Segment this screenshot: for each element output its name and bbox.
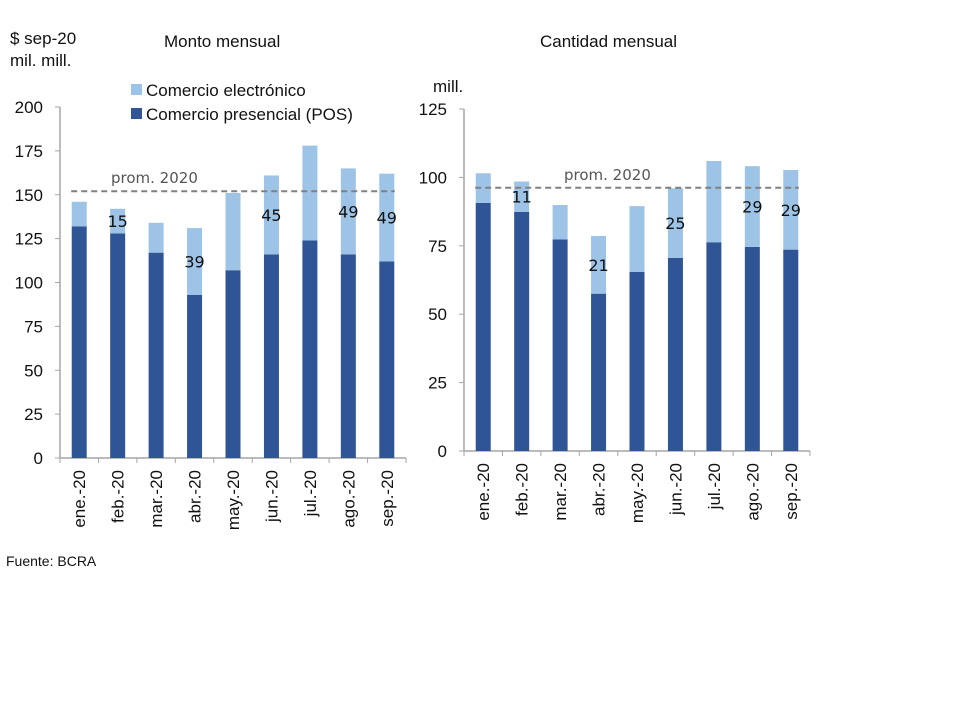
- bar-electronico: [629, 206, 645, 272]
- bar-presencial: [667, 257, 683, 451]
- bar-electronico: [514, 181, 530, 212]
- bar-presencial: [110, 233, 126, 458]
- x-tick-label: ago.-20: [339, 470, 358, 528]
- data-label: 29: [781, 201, 801, 220]
- bar-presencial: [340, 254, 356, 458]
- x-tick-label: ago.-20: [743, 463, 762, 521]
- left-chart-plot: 0 25 50 75 100 125 150 175 200 ene.-20 feb.-20 mar.…: [15, 98, 407, 530]
- right-unit-label: mill.: [433, 77, 463, 96]
- bar-electronico: [148, 222, 164, 253]
- bar-electronico: [71, 201, 87, 227]
- bar-electronico: [187, 228, 203, 295]
- right-chart-plot: 0 25 50 75 100 125 ene.-20 feb.-20 mar.-20 abr.-2…: [419, 100, 811, 523]
- bar-presencial: [263, 254, 279, 458]
- x-tick-label: jun.-20: [262, 470, 281, 523]
- x-tick-label: may.-20: [224, 470, 243, 530]
- y-tick-label: 125: [419, 100, 447, 119]
- x-tick-label: sep.-20: [782, 463, 801, 520]
- left-unit-label-1: $ sep-20: [10, 29, 76, 48]
- x-tick-label: sep.-20: [378, 470, 397, 527]
- y-tick-label: 125: [15, 230, 43, 249]
- bar-electronico: [744, 166, 760, 247]
- y-tick-label: 75: [428, 237, 447, 256]
- data-label: 49: [338, 202, 358, 221]
- legend-swatch-electronico: [131, 84, 142, 95]
- legend: Comercio electrónico Comercio presencial…: [131, 81, 353, 124]
- data-label: 49: [377, 209, 397, 228]
- bar-presencial: [225, 270, 241, 458]
- bar-electronico: [379, 173, 395, 262]
- x-tick-label: mar.-20: [551, 463, 570, 521]
- bar-electronico: [783, 170, 799, 250]
- x-tick-label: feb.-20: [513, 463, 532, 516]
- x-tick-label: abr.-20: [590, 463, 609, 516]
- left-unit-label-2: mil. mill.: [10, 51, 71, 70]
- data-label: 29: [742, 198, 762, 217]
- x-tick-label: mar.-20: [147, 470, 166, 528]
- x-tick-label: jul.-20: [705, 463, 724, 510]
- bar-presencial: [629, 271, 645, 451]
- x-tick-label: jun.-20: [666, 463, 685, 516]
- bar-presencial: [552, 239, 568, 451]
- bar-electronico: [110, 208, 126, 234]
- bar-electronico: [340, 168, 356, 255]
- bar-presencial: [187, 294, 203, 458]
- bar-presencial: [744, 246, 760, 451]
- right-chart-title: Cantidad mensual: [540, 32, 677, 51]
- data-label: 15: [107, 212, 127, 231]
- x-tick-label: ene.-20: [70, 470, 89, 528]
- bar-electronico: [591, 235, 607, 294]
- bar-electronico: [263, 175, 279, 255]
- bar-presencial: [591, 293, 607, 451]
- bar-electronico: [302, 145, 318, 241]
- bar-presencial: [514, 211, 530, 451]
- prom-2020-label: prom. 2020: [564, 166, 651, 184]
- bar-presencial: [475, 202, 491, 451]
- bar-presencial: [302, 240, 318, 458]
- legend-label-presencial: Comercio presencial (POS): [146, 105, 353, 124]
- bar-electronico: [475, 173, 491, 203]
- y-tick-label: 25: [428, 374, 447, 393]
- bar-electronico: [667, 188, 683, 258]
- y-tick-label: 50: [24, 361, 43, 380]
- bar-presencial: [148, 252, 164, 458]
- data-label: 25: [665, 214, 685, 233]
- y-tick-label: 25: [24, 405, 43, 424]
- data-label: 39: [184, 252, 204, 271]
- bar-presencial: [71, 226, 87, 458]
- data-label: 21: [588, 256, 608, 275]
- x-tick-label: may.-20: [628, 463, 647, 523]
- y-tick-label: 100: [419, 168, 447, 187]
- x-tick-label: feb.-20: [109, 470, 128, 523]
- y-tick-label: 0: [438, 442, 447, 461]
- x-tick-label: jul.-20: [301, 470, 320, 517]
- prom-2020-label: prom. 2020: [111, 169, 198, 187]
- left-chart-title: Monto mensual: [164, 32, 280, 51]
- y-tick-label: 50: [428, 305, 447, 324]
- data-label: 11: [511, 188, 531, 207]
- source-note: Fuente: BCRA: [6, 553, 97, 569]
- y-tick-label: 150: [15, 186, 43, 205]
- x-tick-label: ene.-20: [474, 463, 493, 521]
- bar-electronico: [552, 205, 568, 240]
- x-tick-label: abr.-20: [186, 470, 205, 523]
- legend-label-electronico: Comercio electrónico: [146, 81, 306, 100]
- bar-presencial: [706, 242, 722, 451]
- bar-electronico: [225, 192, 241, 271]
- bar-presencial: [379, 261, 395, 458]
- y-tick-label: 75: [24, 317, 43, 336]
- y-tick-label: 100: [15, 274, 43, 293]
- bar-electronico: [706, 160, 722, 243]
- data-label: 45: [261, 206, 281, 225]
- y-tick-label: 0: [34, 449, 43, 468]
- bar-presencial: [783, 249, 799, 451]
- legend-swatch-presencial: [131, 108, 142, 119]
- y-tick-label: 200: [15, 98, 43, 117]
- y-tick-label: 175: [15, 142, 43, 161]
